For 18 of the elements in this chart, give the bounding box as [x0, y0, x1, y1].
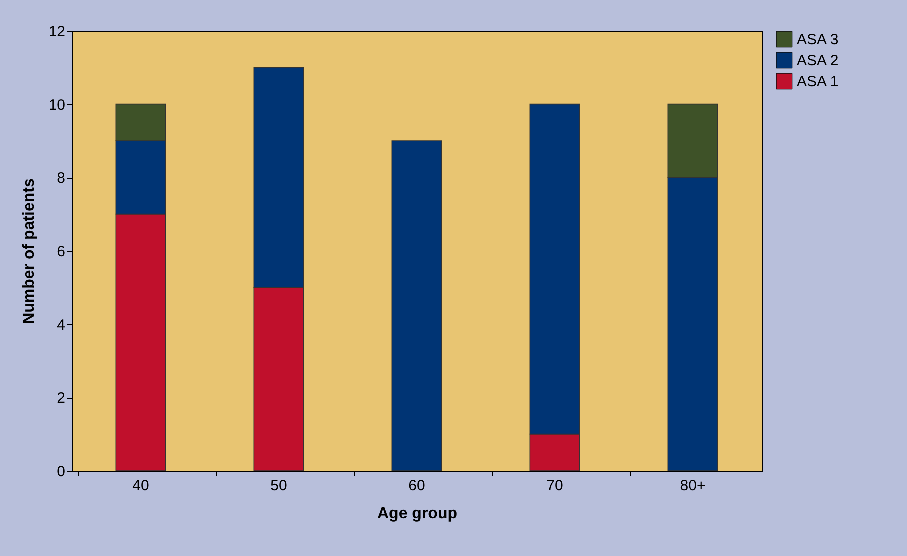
y-tick-label: 0 — [57, 464, 66, 480]
bar — [392, 140, 442, 472]
y-tick-label: 6 — [57, 244, 66, 260]
y-axis-title: Number of patients — [20, 178, 38, 324]
x-tick-label: 80+ — [680, 478, 706, 494]
y-tick-label: 2 — [57, 390, 66, 408]
y-tick-label: 10 — [48, 96, 66, 114]
y-tick-label: 4 — [57, 316, 66, 334]
x-tick-label: 50 — [270, 478, 288, 494]
x-tick-label: 70 — [546, 478, 564, 494]
y-tick-label: 8 — [57, 170, 66, 188]
x-tick-label: 40 — [132, 478, 150, 494]
legend-label: ASA 1 — [797, 74, 839, 90]
x-tick-label: 60 — [408, 478, 426, 494]
y-tick-label: 12 — [48, 24, 66, 40]
legend-label: ASA 2 — [797, 52, 839, 70]
x-axis-title: Age group — [378, 506, 458, 522]
legend-label: ASA 3 — [797, 32, 839, 48]
